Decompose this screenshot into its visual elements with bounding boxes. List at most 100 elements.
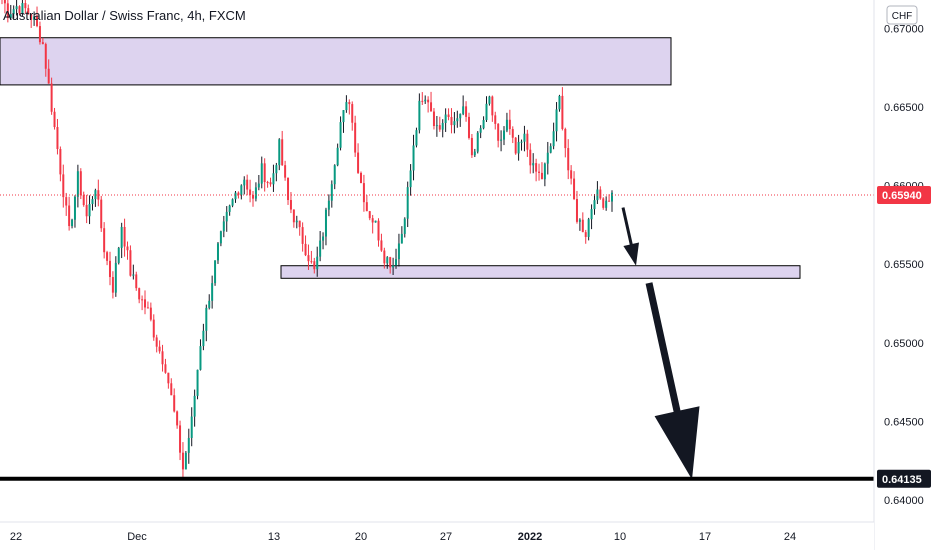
- plot-background: [0, 0, 874, 522]
- candle-body: [88, 204, 91, 217]
- candle-body: [237, 192, 240, 195]
- candle-body: [447, 114, 450, 118]
- candle-body: [438, 125, 441, 130]
- candle-body: [190, 416, 193, 438]
- candle-body: [456, 118, 459, 122]
- candle-body: [76, 171, 79, 197]
- last-price-label: 0.65940: [882, 190, 922, 202]
- candle-body: [412, 145, 415, 171]
- candle-body: [400, 233, 403, 244]
- zone-layer: [0, 37, 801, 279]
- candle-body: [141, 299, 144, 301]
- candle-body: [187, 437, 190, 453]
- candle-body: [581, 219, 584, 233]
- candle-body: [549, 146, 552, 153]
- candle-body: [50, 83, 53, 112]
- candle-body: [152, 319, 155, 338]
- candle-body: [184, 452, 187, 470]
- candle-body: [304, 243, 307, 256]
- candle-body: [482, 120, 485, 129]
- candle-body: [82, 195, 85, 206]
- candle-body: [403, 218, 406, 234]
- candle-body: [462, 106, 465, 114]
- candle-body: [508, 119, 511, 130]
- time-tick-label: 2022: [518, 531, 542, 543]
- candle-body: [491, 96, 494, 116]
- support-price-badge: [877, 469, 931, 488]
- candle-body: [149, 307, 152, 320]
- candle-body: [68, 205, 71, 227]
- candle-body: [503, 130, 506, 140]
- chart-title: Australian Dollar / Swiss Franc, 4h, FXC…: [3, 8, 246, 23]
- candle-body: [275, 165, 278, 174]
- candle-body: [21, 3, 24, 14]
- candle-body: [205, 307, 208, 331]
- candle-body: [176, 411, 179, 426]
- candle-body: [599, 189, 602, 199]
- time-axis-background[interactable]: [0, 522, 874, 550]
- candle-body: [409, 170, 412, 188]
- candle-body: [322, 236, 325, 241]
- candle-body: [144, 299, 147, 308]
- candle-body: [421, 100, 424, 102]
- candle-body: [135, 274, 138, 289]
- candle-body: [558, 95, 561, 110]
- candle-body: [222, 221, 225, 232]
- candle-body: [494, 115, 497, 124]
- candle-body: [500, 139, 503, 141]
- candle-body: [380, 240, 383, 251]
- candle-body: [59, 149, 62, 175]
- support-zone: [280, 265, 801, 279]
- candle-body: [246, 179, 249, 190]
- arrow-layer: [621, 207, 700, 480]
- candle-body: [164, 364, 167, 373]
- candle-body: [392, 265, 395, 268]
- price-axis-background[interactable]: [874, 0, 932, 550]
- time-tick-label: 10: [614, 531, 626, 543]
- candle-body: [138, 288, 141, 300]
- candle-body: [155, 337, 158, 347]
- candle-body: [339, 122, 342, 148]
- candle-body: [424, 99, 427, 102]
- candle-body: [243, 179, 246, 186]
- time-tick-label: Dec: [127, 531, 147, 543]
- candle-body: [441, 122, 444, 130]
- candle-body: [9, 14, 12, 19]
- candle-body: [608, 200, 611, 202]
- candle-body: [298, 220, 301, 228]
- candle-body: [465, 106, 468, 117]
- candle-body: [505, 119, 508, 131]
- candle-body: [389, 257, 392, 268]
- candle-body: [179, 425, 182, 453]
- candle-body: [254, 187, 257, 199]
- candle-body: [170, 383, 173, 396]
- candle-body: [552, 131, 555, 147]
- candle-body: [3, 0, 6, 4]
- candle-body: [41, 42, 44, 45]
- candle-body: [374, 220, 377, 223]
- candle-body: [292, 209, 295, 223]
- candle-body: [540, 172, 543, 180]
- candle-body: [263, 163, 266, 183]
- candle-body: [593, 200, 596, 210]
- candle-body: [199, 346, 202, 370]
- candle-body: [240, 185, 243, 195]
- resistance-zone: [0, 37, 672, 86]
- candle-body: [225, 211, 228, 222]
- candle-body: [97, 190, 100, 200]
- candle-body: [514, 137, 517, 154]
- candle-body: [418, 100, 421, 131]
- candle-body: [132, 274, 135, 276]
- candle-body: [564, 128, 567, 149]
- candle-body: [284, 165, 287, 178]
- candle-body: [103, 228, 106, 253]
- candle-body: [234, 192, 237, 200]
- candle-body: [470, 137, 473, 156]
- candle-body: [208, 300, 211, 308]
- candle-body: [111, 277, 114, 293]
- last-price-badge: [877, 185, 931, 204]
- candle-body: [310, 261, 313, 263]
- candle-body: [319, 240, 322, 257]
